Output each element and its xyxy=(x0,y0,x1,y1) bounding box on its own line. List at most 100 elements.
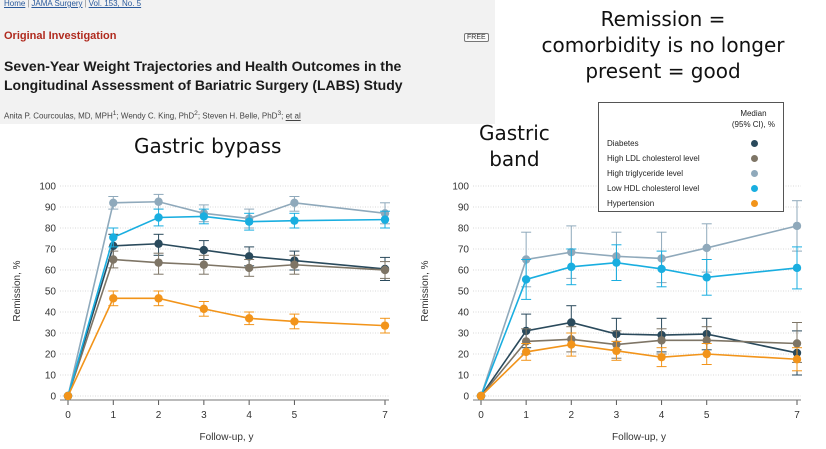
article-header xyxy=(0,0,495,124)
y-tick-label: 30 xyxy=(45,329,57,340)
x-tick-label: 0 xyxy=(65,410,71,421)
y-tick-label: 80 xyxy=(45,224,57,235)
x-tick-label: 5 xyxy=(704,410,710,421)
data-point-low-hdl-cholesterol-level xyxy=(521,275,531,284)
data-point-diabetes xyxy=(244,252,254,261)
article-title[interactable]: Seven-Year Weight Trajectories and Healt… xyxy=(4,58,403,93)
data-point-high-ldl-cholesterol-level xyxy=(657,336,666,345)
y-tick-label: 10 xyxy=(458,371,470,382)
legend-header: Median (95% CI), % xyxy=(732,108,775,130)
author-1-affiliation: 1 xyxy=(112,110,117,117)
data-point-hypertension xyxy=(702,349,711,359)
breadcrumb-volume-link[interactable]: Vol. 153, No. 5 xyxy=(88,0,142,8)
x-tick-label: 3 xyxy=(201,410,207,421)
bypass-chart: 0 10 20 30 40 50 60 70 80 90 100 0 1 2 3 4 5 7 Follow-up, … xyxy=(12,182,390,443)
data-point-hypertension xyxy=(792,355,802,364)
free-badge: FREE xyxy=(464,33,489,42)
author-1[interactable]: Anita P. Courcoulas, MD, MPH xyxy=(4,111,113,121)
data-point-low-hdl-cholesterol-level xyxy=(612,258,621,267)
data-point-hypertension xyxy=(380,321,390,330)
data-point-hypertension xyxy=(476,391,486,401)
breadcrumb-journal-link[interactable]: JAMA Surgery xyxy=(31,0,83,8)
x-tick-label: 1 xyxy=(523,410,529,421)
et-al-link[interactable]: et al xyxy=(285,111,301,121)
legend-item-diabetes: Diabetes xyxy=(607,139,639,148)
legend-dot-ldl xyxy=(751,155,758,162)
data-point-low-hdl-cholesterol-level xyxy=(154,213,163,222)
data-point-low-hdl-cholesterol-level xyxy=(244,217,254,226)
series-line-hypertension xyxy=(67,297,386,397)
data-point-low-hdl-cholesterol-level xyxy=(109,233,118,242)
data-point-low-hdl-cholesterol-level xyxy=(657,264,666,274)
remission-note-line: present = good xyxy=(585,59,741,83)
data-point-high-ldl-cholesterol-level xyxy=(154,258,163,267)
data-point-hypertension xyxy=(612,346,621,356)
data-point-high-ldl-cholesterol-level xyxy=(109,255,118,264)
breadcrumb-home-link[interactable]: Home xyxy=(4,0,26,8)
y-tick-label: 20 xyxy=(45,350,57,361)
data-point-high-triglyceride-level xyxy=(290,198,299,207)
x-tick-label: 2 xyxy=(156,410,162,421)
author-3[interactable]: ; Steven H. Belle, PhD xyxy=(197,111,278,121)
band-chart: 0 10 20 30 40 50 60 70 80 90 100 0 1 2 3 4 5 7 Follow-up, … xyxy=(420,182,802,443)
data-point-low-hdl-cholesterol-level xyxy=(702,273,711,282)
data-point-diabetes xyxy=(154,239,163,248)
y-tick-label: 10 xyxy=(45,371,57,382)
data-point-hypertension xyxy=(154,294,163,303)
data-point-hypertension xyxy=(109,294,118,303)
y-tick-label: 30 xyxy=(458,329,470,340)
legend-dot-triglyceride xyxy=(751,170,758,177)
data-point-high-triglyceride-level xyxy=(109,198,118,207)
author-2[interactable]: ; Wendy C. King, PhD xyxy=(116,111,195,121)
y-tick-label: 90 xyxy=(458,203,470,214)
x-tick-label: 5 xyxy=(292,410,298,421)
x-tick-label: 7 xyxy=(382,410,388,421)
remission-note: Remission = comorbidity is no longer pre… xyxy=(500,6,826,84)
data-point-hypertension xyxy=(657,352,666,362)
data-point-high-triglyceride-level xyxy=(154,197,163,206)
legend-item-hdl: Low HDL cholesterol level xyxy=(607,184,700,193)
breadcrumb: Home | JAMA Surgery | Vol. 153, No. 5 xyxy=(4,0,142,8)
y-axis-label: Remission, % xyxy=(420,260,431,321)
series-line-high-ldl-cholesterol-level xyxy=(67,258,386,397)
y-tick-label: 50 xyxy=(458,287,470,298)
y-tick-label: 100 xyxy=(39,182,56,193)
y-tick-label: 70 xyxy=(458,245,470,256)
legend-item-hypertension: Hypertension xyxy=(607,199,655,208)
legend-item-ldl: High LDL cholesterol level xyxy=(607,154,700,163)
y-tick-label: 40 xyxy=(45,308,57,319)
y-tick-label: 70 xyxy=(45,245,57,256)
x-tick-label: 0 xyxy=(478,410,484,421)
data-point-hypertension xyxy=(521,347,531,357)
x-tick-label: 2 xyxy=(569,410,575,421)
data-point-high-triglyceride-level xyxy=(702,243,711,253)
data-point-high-ldl-cholesterol-level xyxy=(199,260,209,269)
legend-dot-hypertension xyxy=(751,200,758,207)
y-axis-label: Remission, % xyxy=(12,260,23,321)
x-axis-label: Follow-up, y xyxy=(612,432,666,443)
data-point-high-ldl-cholesterol-level xyxy=(792,339,802,348)
y-tick-label: 100 xyxy=(452,182,469,193)
remission-note-line: comorbidity is no longer xyxy=(541,33,785,57)
x-tick-label: 4 xyxy=(659,410,665,421)
x-tick-label: 7 xyxy=(794,410,800,421)
series-line-high-triglyceride-level xyxy=(480,225,798,397)
band-label-line: band xyxy=(489,147,540,171)
data-point-high-ldl-cholesterol-level xyxy=(290,260,299,269)
data-point-hypertension xyxy=(199,304,209,314)
y-tick-label: 50 xyxy=(45,287,57,298)
data-point-hypertension xyxy=(290,317,299,326)
x-tick-label: 1 xyxy=(111,410,117,421)
data-point-low-hdl-cholesterol-level xyxy=(567,262,576,272)
y-tick-label: 90 xyxy=(45,203,57,214)
data-point-low-hdl-cholesterol-level xyxy=(199,212,209,221)
legend-header-line: (95% CI), % xyxy=(731,120,775,129)
author-list: Anita P. Courcoulas, MD, MPH1; Wendy C. … xyxy=(4,110,301,121)
band-label: Gastric band xyxy=(479,120,550,172)
author-3-affiliation: 3 xyxy=(277,110,282,117)
remission-note-line: Remission = xyxy=(600,7,726,31)
legend-item-triglyceride: High triglyceride level xyxy=(607,169,684,178)
band-label-line: Gastric xyxy=(479,121,550,145)
y-tick-label: 60 xyxy=(458,266,470,277)
x-tick-label: 4 xyxy=(246,410,252,421)
